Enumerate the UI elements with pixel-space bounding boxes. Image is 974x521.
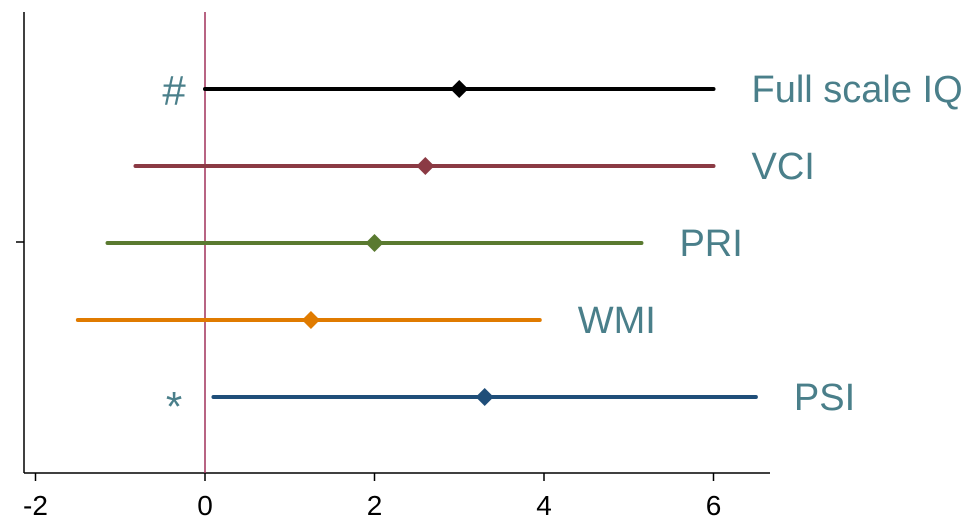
series-label: Full scale IQ <box>752 69 963 111</box>
point-estimate-marker <box>301 311 320 329</box>
series-label: PRI <box>679 223 742 265</box>
series-row: PSI * <box>166 377 855 430</box>
x-tick-label: 0 <box>197 490 213 521</box>
x-axis-ticks: -2 0 2 4 6 <box>23 473 721 521</box>
series-label: WMI <box>578 300 656 342</box>
point-estimate-marker <box>475 388 494 406</box>
x-tick-label: 6 <box>706 490 722 521</box>
series-label: PSI <box>794 377 855 419</box>
significance-marker: * <box>166 383 182 430</box>
x-tick-label: 4 <box>536 490 552 521</box>
series-row: VCI <box>133 146 815 188</box>
series-row: PRI <box>105 223 743 265</box>
x-tick-label: -2 <box>23 490 48 521</box>
significance-marker: # <box>162 67 186 114</box>
point-estimate-marker <box>365 234 384 252</box>
x-tick-label: 2 <box>367 490 383 521</box>
series-label: VCI <box>752 146 815 188</box>
series-row: Full scale IQ # <box>162 67 962 114</box>
point-estimate-marker <box>450 80 469 98</box>
point-estimate-marker <box>416 157 435 175</box>
series-row: WMI <box>75 300 656 342</box>
